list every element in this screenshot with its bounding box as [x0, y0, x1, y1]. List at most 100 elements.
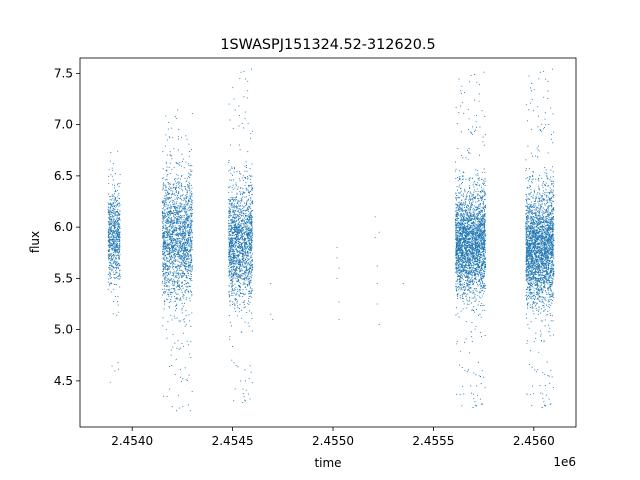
data-point: [178, 255, 180, 257]
data-point: [166, 175, 168, 177]
data-point: [166, 214, 169, 216]
data-point: [233, 199, 235, 201]
data-point: [166, 190, 168, 192]
data-point: [250, 248, 252, 250]
data-point: [252, 187, 254, 189]
data-point: [233, 220, 235, 222]
data-point: [167, 199, 169, 201]
data-point: [188, 258, 190, 260]
data-point: [180, 209, 182, 211]
data-point: [112, 254, 114, 256]
data-point: [183, 263, 186, 265]
data-point: [232, 237, 234, 239]
data-point: [165, 250, 167, 252]
data-point: [189, 173, 191, 175]
data-point: [178, 207, 180, 209]
data-point: [173, 295, 175, 298]
data-point: [186, 195, 188, 198]
data-point: [161, 189, 163, 191]
data-point: [237, 206, 239, 208]
data-point: [245, 226, 247, 228]
data-point: [176, 298, 178, 300]
data-point: [188, 267, 190, 269]
data-point: [177, 264, 179, 266]
data-point: [245, 261, 247, 263]
data-point: [186, 138, 188, 140]
data-point: [110, 229, 112, 231]
data-point: [464, 199, 466, 201]
data-point: [240, 200, 242, 202]
data-point: [478, 200, 480, 202]
data-point: [113, 241, 115, 243]
data-point: [169, 254, 171, 256]
data-point: [182, 215, 184, 217]
data-point: [167, 245, 169, 248]
data-point: [119, 242, 121, 244]
data-point: [246, 272, 248, 274]
data-point: [242, 230, 244, 232]
data-point: [118, 264, 120, 267]
data-point: [182, 229, 184, 231]
data-point: [168, 249, 170, 251]
data-point: [241, 211, 243, 213]
data-point: [472, 241, 474, 243]
data-point: [244, 225, 246, 227]
data-point: [185, 255, 187, 257]
data-point: [184, 248, 186, 250]
data-point: [179, 266, 181, 268]
data-point: [181, 217, 183, 219]
data-point: [239, 250, 241, 252]
data-point: [247, 189, 249, 191]
data-point: [182, 264, 184, 266]
data-point: [164, 227, 166, 229]
data-point: [113, 239, 116, 241]
data-point: [170, 200, 172, 202]
data-point: [177, 236, 179, 238]
data-point: [187, 183, 189, 186]
data-point: [228, 246, 230, 248]
data-point: [170, 154, 172, 157]
data-point: [232, 127, 234, 129]
data-point: [229, 273, 231, 275]
data-point: [233, 212, 235, 214]
data-point: [112, 232, 114, 234]
data-point: [184, 226, 186, 228]
data-point: [249, 284, 251, 286]
data-point: [169, 236, 171, 238]
data-point: [163, 395, 165, 397]
data-point: [119, 225, 121, 227]
data-point: [180, 235, 182, 237]
data-point: [164, 300, 166, 302]
data-point: [108, 193, 110, 195]
data-point: [248, 198, 250, 200]
data-point: [167, 251, 169, 253]
data-point: [238, 204, 240, 206]
data-point: [241, 228, 243, 230]
data-point: [166, 198, 168, 200]
data-point: [165, 231, 167, 233]
data-point: [235, 216, 237, 218]
data-point: [189, 245, 191, 247]
data-point: [229, 239, 231, 241]
data-point: [116, 234, 119, 236]
data-point: [108, 233, 110, 235]
data-point: [235, 286, 237, 288]
data-point: [118, 266, 120, 268]
data-point: [177, 197, 180, 199]
data-point: [112, 269, 114, 271]
data-point: [189, 183, 191, 185]
data-point: [476, 290, 478, 292]
data-point: [172, 200, 174, 202]
data-point: [250, 133, 252, 135]
data-point: [251, 130, 254, 132]
data-point: [112, 210, 115, 212]
data-point: [249, 208, 251, 210]
data-point: [244, 170, 246, 172]
data-point: [181, 153, 183, 155]
data-point: [184, 223, 186, 225]
data-point: [184, 254, 186, 256]
data-point: [249, 228, 251, 230]
data-point: [230, 256, 232, 258]
data-point: [165, 329, 167, 331]
